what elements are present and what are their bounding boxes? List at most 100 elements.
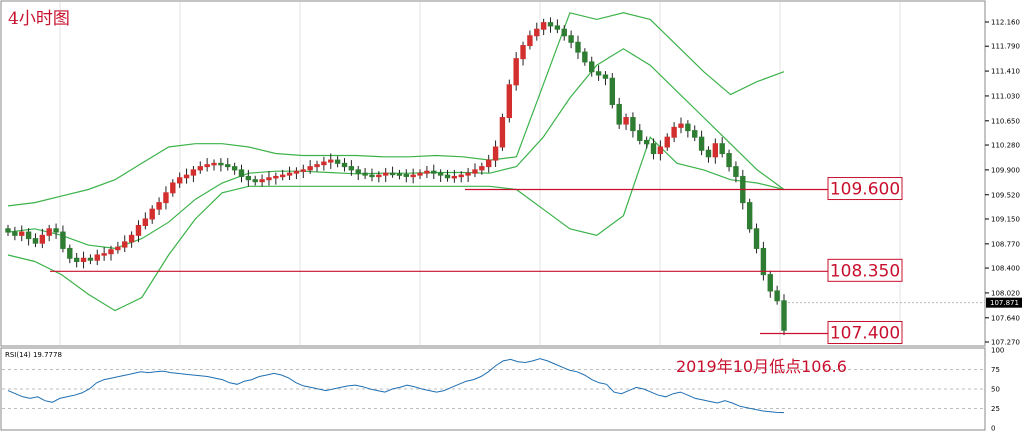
level-lines: 109.600 108.350 107.400 [50, 177, 903, 344]
candle [252, 179, 258, 183]
level-label: 107.400 [830, 323, 900, 343]
candle [712, 143, 719, 158]
candle [273, 175, 279, 179]
level-label: 108.350 [830, 261, 900, 281]
candle [135, 225, 142, 236]
candle [293, 170, 300, 174]
candle [705, 149, 712, 158]
candle [746, 202, 753, 230]
candle [417, 172, 423, 176]
candle [650, 143, 657, 155]
candle [582, 51, 588, 63]
candle [183, 174, 190, 179]
candle [726, 153, 732, 168]
candle [692, 130, 698, 138]
current-price-box [986, 297, 1022, 308]
candle [115, 246, 121, 251]
candle [362, 172, 368, 176]
level-box [827, 258, 903, 282]
candle [225, 164, 231, 168]
candle [424, 170, 430, 174]
candle [506, 84, 513, 119]
candle [218, 162, 224, 166]
rsi-indicator: 100 75 50 25 0 [2, 347, 1004, 432]
candle [513, 58, 519, 86]
candle [101, 253, 107, 256]
candle [554, 25, 561, 30]
candle [575, 41, 581, 53]
candle [80, 257, 87, 263]
candle [176, 177, 183, 184]
candle [630, 117, 636, 132]
candle [300, 169, 306, 172]
price-tick-label: 107.270 [991, 339, 1020, 347]
candle [698, 136, 705, 151]
candle [19, 231, 25, 236]
candle [602, 74, 609, 79]
candle [437, 172, 444, 176]
candle [156, 202, 162, 210]
price-axis: 112.160 111.790 111.410 111.030 110.650 110.2… [788, 19, 1022, 347]
candle [431, 170, 437, 174]
candle [547, 22, 554, 27]
candle [142, 218, 149, 227]
candle [527, 35, 533, 47]
candle [149, 208, 155, 220]
candle [238, 169, 245, 177]
candle [637, 130, 643, 141]
level-label: 109.600 [830, 180, 900, 200]
price-tick-label: 110.650 [991, 117, 1020, 125]
candle [595, 71, 602, 76]
candle [204, 164, 210, 168]
candle [46, 228, 52, 236]
candle [664, 136, 670, 148]
price-tick-label: 112.160 [991, 19, 1020, 27]
candle [623, 117, 629, 125]
price-tick-label: 110.280 [991, 142, 1020, 150]
rsi-tick-label: 75 [991, 366, 1000, 374]
price-tick-label: 111.030 [991, 92, 1020, 100]
candle [753, 228, 760, 249]
price-tick-label: 111.790 [991, 43, 1020, 51]
candle [609, 77, 616, 105]
price-tick-label: 109.150 [991, 215, 1020, 223]
candle [341, 162, 348, 168]
candle [534, 28, 540, 37]
candle [231, 166, 238, 171]
candle [733, 166, 739, 177]
band-upper [7, 12, 785, 207]
candle [279, 174, 286, 178]
candle [94, 254, 100, 261]
candle [685, 123, 691, 132]
price-tick-label: 108.020 [991, 289, 1020, 297]
rsi-line [7, 358, 785, 414]
candle [657, 146, 664, 155]
candle [328, 159, 334, 163]
candle [403, 173, 410, 177]
candle [87, 257, 94, 261]
candle [486, 159, 492, 168]
candle [5, 228, 11, 233]
candle [259, 179, 265, 183]
candle [719, 143, 725, 155]
rsi-tick-label: 0 [991, 425, 995, 432]
candle [108, 249, 114, 255]
bollinger-bands [7, 12, 785, 312]
grid [59, 2, 901, 345]
candle [767, 274, 773, 292]
candle [197, 166, 203, 171]
candle [60, 231, 66, 249]
candle [314, 164, 320, 168]
candle [671, 126, 677, 138]
candle [53, 228, 59, 233]
candle [451, 175, 458, 179]
candle [12, 231, 18, 236]
candle [616, 103, 622, 125]
candle [190, 169, 197, 176]
price-tick-label: 111.410 [991, 68, 1020, 76]
candle [589, 61, 595, 73]
candle [376, 174, 382, 178]
candles [5, 17, 787, 336]
candle [39, 234, 46, 244]
